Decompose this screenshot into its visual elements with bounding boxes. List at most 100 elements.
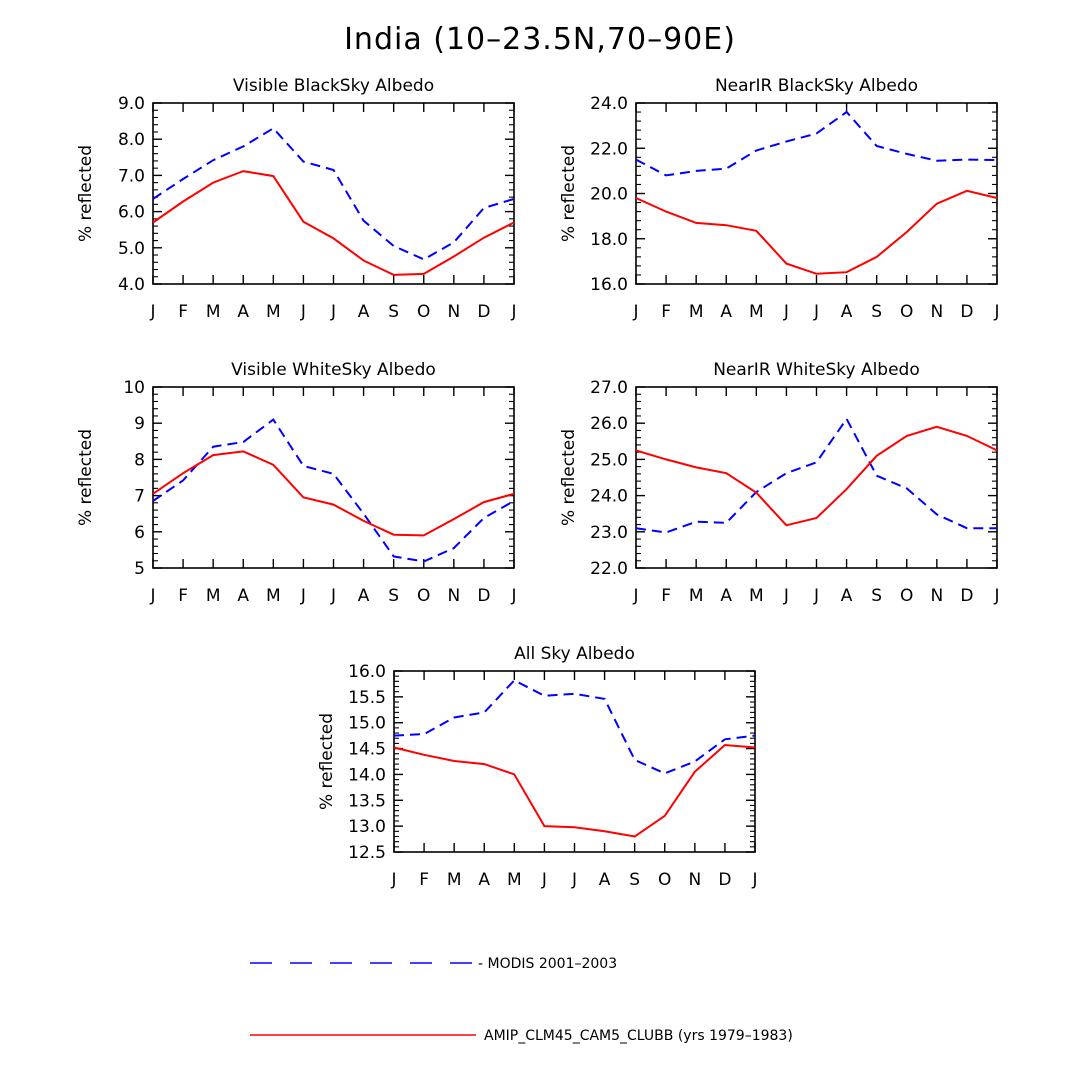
x-tick-label: O — [900, 586, 913, 606]
x-tick-label: J — [813, 302, 819, 322]
series-line-modis — [152, 418, 515, 563]
series-line-modis — [635, 416, 997, 534]
y-tick-label: 8 — [134, 450, 145, 470]
y-tick-label: 15.0 — [348, 714, 386, 734]
x-tick-label: A — [358, 302, 370, 322]
y-tick-label: 24.0 — [590, 487, 628, 507]
panel-title: Visible WhiteSky Albedo — [231, 360, 436, 380]
y-tick-label: 12.5 — [348, 843, 386, 863]
x-tick-label: J — [783, 302, 789, 322]
x-tick-label: J — [993, 302, 999, 322]
y-tick-label: 23.0 — [590, 523, 628, 543]
y-tick-label: 22.0 — [590, 139, 628, 159]
x-tick-label: J — [813, 586, 819, 606]
y-tick-label: 16.0 — [348, 662, 386, 682]
series-line-amip — [635, 425, 998, 527]
page-title: India (10–23.5N,70–90E) — [344, 22, 736, 57]
x-tick-label: M — [266, 302, 281, 322]
x-tick-label: J — [300, 302, 306, 322]
x-tick-label: F — [661, 302, 671, 322]
y-tick-label: 24.0 — [590, 94, 628, 114]
panel-title: All Sky Albedo — [514, 644, 635, 664]
y-tick-label: 16.0 — [590, 275, 628, 295]
x-tick-label: N — [688, 870, 701, 890]
x-tick-label: J — [510, 586, 516, 606]
panel-2: NearIR BlackSky Albedo 16.0 18.0 20.0 22.0 24… — [559, 76, 1000, 322]
x-tick-label: O — [658, 870, 671, 890]
x-tick-label: M — [689, 302, 704, 322]
x-tick-label: A — [841, 302, 853, 322]
y-tick-label: 10 — [123, 378, 145, 398]
x-tick-label: A — [358, 586, 370, 606]
legend-label-1: - MODIS 2001–2003 — [478, 956, 617, 972]
x-tick-label: N — [930, 302, 943, 322]
y-tick-label: 20.0 — [590, 185, 628, 205]
panel-title: Visible BlackSky Albedo — [233, 76, 434, 96]
x-tick-label: S — [871, 302, 882, 322]
y-tick-label: 9.0 — [118, 94, 145, 114]
x-tick-label: O — [417, 586, 430, 606]
x-tick-label: J — [330, 302, 336, 322]
x-tick-label: J — [300, 586, 306, 606]
x-tick-label: J — [751, 870, 757, 890]
legend-label-2: AMIP_CLM45_CAM5_CLUBB (yrs 1979–1983) — [484, 1028, 793, 1044]
y-tick-label: 6 — [134, 523, 145, 543]
y-axis-label: % reflected — [76, 429, 96, 526]
y-tick-label: 7 — [134, 487, 145, 507]
series-line-amip — [635, 189, 998, 275]
plot-frame — [635, 386, 998, 569]
x-tick-label: M — [749, 586, 764, 606]
x-tick-label: F — [661, 586, 671, 606]
y-tick-label: 25.0 — [590, 450, 628, 470]
y-tick-label: 5 — [134, 559, 145, 579]
y-tick-label: 15.5 — [348, 688, 386, 708]
panel-5: All Sky Albedo 12.5 13.0 13.5 14.0 14.5 15.0 15… — [317, 644, 758, 890]
series-line-modis — [152, 127, 515, 261]
x-tick-label: S — [388, 302, 399, 322]
legend: - MODIS 2001–2003 AMIP_CLM45_CAM5_CLUBB (… — [250, 956, 793, 1044]
y-tick-label: 14.0 — [348, 765, 386, 785]
x-tick-label: N — [447, 302, 460, 322]
x-tick-label: M — [206, 302, 221, 322]
x-tick-label: M — [749, 302, 764, 322]
x-tick-label: F — [178, 586, 188, 606]
x-tick-label: J — [149, 302, 155, 322]
x-tick-label: M — [447, 870, 462, 890]
y-tick-label: 13.5 — [348, 791, 386, 811]
y-tick-label: 14.5 — [348, 740, 386, 760]
x-tick-label: D — [718, 870, 731, 890]
y-tick-label: 8.0 — [118, 130, 145, 150]
series-line-amip — [393, 743, 756, 838]
x-tick-label: D — [960, 586, 973, 606]
plot-frame — [635, 102, 998, 285]
panel-title: NearIR WhiteSky Albedo — [713, 360, 920, 380]
x-tick-label: F — [178, 302, 188, 322]
x-tick-label: M — [689, 586, 704, 606]
panel-4: NearIR WhiteSky Albedo 22.0 23.0 24.0 25.0 26… — [559, 360, 1000, 606]
y-tick-label: 18.0 — [590, 230, 628, 250]
y-tick-label: 5.0 — [118, 239, 145, 259]
x-tick-label: A — [237, 586, 249, 606]
y-tick-label: 13.0 — [348, 817, 386, 837]
x-tick-label: J — [993, 586, 999, 606]
x-tick-label: J — [571, 870, 577, 890]
x-tick-label: J — [783, 586, 789, 606]
x-tick-label: O — [417, 302, 430, 322]
y-axis-label: % reflected — [559, 429, 579, 526]
y-axis-label: % reflected — [559, 145, 579, 242]
x-tick-label: N — [447, 586, 460, 606]
x-tick-label: N — [930, 586, 943, 606]
plot-frame — [393, 670, 756, 853]
x-tick-label: J — [632, 302, 638, 322]
x-tick-label: A — [237, 302, 249, 322]
series-line-modis — [635, 110, 998, 177]
x-tick-label: J — [510, 302, 516, 322]
x-tick-label: A — [720, 586, 732, 606]
x-tick-label: S — [388, 586, 399, 606]
series-line-modis — [393, 679, 756, 775]
x-tick-label: D — [960, 302, 973, 322]
y-tick-label: 4.0 — [118, 275, 145, 295]
x-tick-label: A — [478, 870, 490, 890]
x-tick-label: A — [720, 302, 732, 322]
